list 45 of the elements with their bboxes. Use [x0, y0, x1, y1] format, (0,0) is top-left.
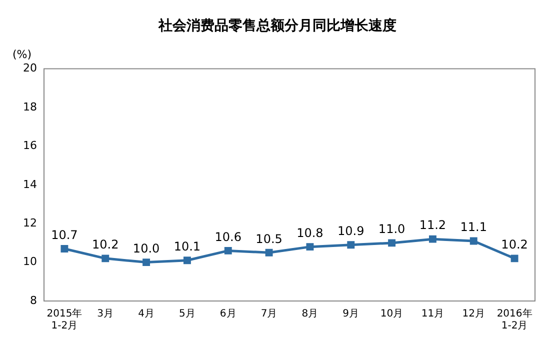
point [510, 254, 518, 262]
y-axis-title: (%) [12, 48, 32, 62]
point [470, 237, 478, 245]
x-tick-label: 10月 [380, 308, 404, 320]
chart-title: 社会消费品零售总额分月同比增长速度 [158, 17, 396, 34]
data-label: 11.1 [460, 220, 487, 234]
y-tick-label: 16 [22, 139, 37, 152]
data-label: 10.7 [51, 228, 78, 242]
y-tick-label: 8 [30, 294, 37, 307]
x-tick-label: 3月 [97, 308, 114, 320]
y-tick-label: 10 [22, 255, 37, 268]
y-tick-label: 18 [22, 100, 37, 114]
data-label: 10.6 [214, 230, 242, 244]
x-tick-label: 9月 [342, 308, 360, 320]
x-tick-label: 2015年 1-2月 [46, 308, 82, 332]
x-tick-label: 4月 [138, 308, 154, 320]
y-tick-label: 14 [22, 178, 37, 191]
x-tick-label: 7月 [260, 308, 278, 320]
point [224, 246, 232, 254]
data-label: 10.0 [132, 241, 160, 256]
data-label: 10.5 [256, 232, 282, 246]
point [183, 256, 191, 264]
point [102, 254, 110, 262]
data-label: 10.1 [174, 239, 201, 254]
x-tick-label: 8月 [302, 308, 318, 320]
x-tick-label: 2016年 1-2月 [496, 308, 532, 332]
y-tick-label: 20 [22, 62, 37, 75]
point [265, 248, 273, 256]
point [142, 258, 150, 266]
data-label: 11.0 [378, 222, 406, 236]
y-tick-label: 12 [22, 216, 37, 230]
point [428, 235, 436, 243]
point [347, 241, 355, 249]
data-label: 10.8 [296, 226, 324, 240]
point [388, 239, 396, 247]
data-label: 11.2 [419, 218, 446, 232]
x-tick-label: 11月 [421, 308, 444, 320]
x-tick-label: 12月 [462, 308, 485, 320]
point [60, 245, 68, 252]
x-tick-label: 5月 [179, 308, 196, 320]
data-label: 10.2 [501, 238, 528, 252]
x-tick-label: 6月 [220, 308, 236, 320]
data-label: 10.2 [92, 238, 119, 252]
point [306, 243, 314, 251]
data-label: 10.9 [338, 224, 364, 238]
